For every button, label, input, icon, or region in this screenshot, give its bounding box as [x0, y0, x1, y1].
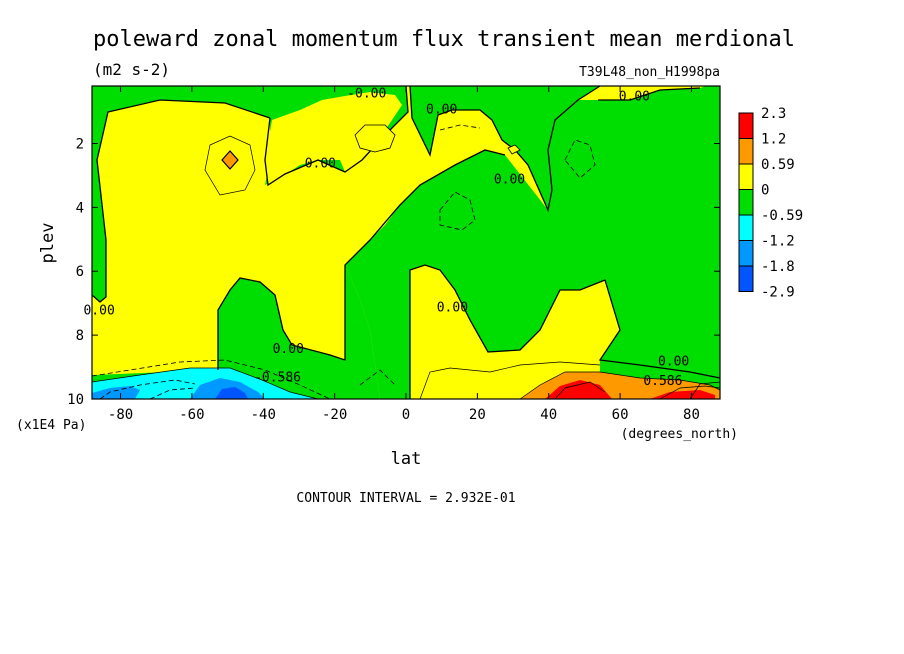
- contour-label: 0.00: [437, 300, 468, 315]
- colorbar-swatch: [738, 265, 754, 292]
- field-lightblue-2: [92, 386, 140, 399]
- colorbar-swatch: [738, 214, 754, 241]
- contour-label: 0.00: [494, 173, 525, 188]
- y-axis: 2 4 6 8 10: [67, 136, 720, 408]
- x-tick-label: 40: [540, 407, 557, 423]
- colorbar: 2.3 1.2 0.59 0 -0.59 -1.2 -1.8 -2.9: [738, 106, 803, 301]
- field-yellow-tongue: [410, 265, 620, 399]
- colorbar-swatch: [738, 189, 754, 216]
- field-red-2: [650, 390, 715, 399]
- contour-label: -0.00: [347, 86, 386, 101]
- field-blue: [215, 387, 248, 399]
- colorbar-label: 1.2: [761, 132, 786, 148]
- contour-label: 0.00: [305, 157, 336, 172]
- field-red: [545, 380, 612, 399]
- chart-units: (m2 s-2): [93, 60, 170, 79]
- contour-labels: 0.00 0.00 0.00 -0.586 -0.00 0.00 0.00 0.00 0.00 0…: [83, 86, 689, 388]
- contour-label: 0.586: [643, 374, 682, 389]
- y-axis-units: (x1E4 Pa): [16, 418, 86, 433]
- field-orange-island: [221, 150, 239, 170]
- x-tick-label: 80: [683, 407, 700, 423]
- x-axis-label: lat: [391, 449, 422, 469]
- contour-interval: CONTOUR INTERVAL = 2.932E-01: [296, 491, 515, 506]
- colorbar-label: 2.3: [761, 106, 786, 122]
- field-green-mideast: [345, 86, 720, 399]
- plot-area: 0.00 0.00 0.00 -0.586 -0.00 0.00 0.00 0.00 0.00 0…: [67, 85, 721, 423]
- contour-small-closed: [507, 144, 521, 155]
- contour-lines-thin: [91, 135, 721, 400]
- colorbar-swatch: [738, 112, 754, 139]
- colorbar-label: -1.8: [761, 259, 795, 275]
- colorbar-swatch: [738, 240, 754, 267]
- contour-label: 0.00: [619, 90, 650, 105]
- field-green-east: [410, 86, 600, 210]
- colorbar-swatch: [738, 138, 754, 165]
- y-tick-label: 4: [76, 200, 84, 216]
- x-axis-units: (degrees_north): [621, 427, 738, 442]
- colorbar-label: -0.59: [761, 208, 803, 224]
- colorbar-label: -2.9: [761, 285, 795, 301]
- chart-title: poleward zonal momentum flux transient m…: [93, 27, 795, 52]
- colorbar-swatch: [738, 163, 754, 190]
- y-tick-label: 8: [76, 328, 84, 344]
- contour-label: 0.00: [426, 102, 457, 117]
- y-tick-label: 10: [67, 392, 84, 408]
- x-tick-label: 20: [469, 407, 486, 423]
- contour-label: 0.00: [273, 342, 304, 357]
- contour-label: -0.586: [254, 371, 301, 386]
- field-green-southwest: [92, 265, 380, 399]
- contour-lines: [91, 85, 721, 399]
- y-axis-label: plev: [38, 223, 58, 264]
- contour-label: 0.00: [83, 304, 114, 319]
- y-tick-label: 6: [76, 264, 84, 280]
- colorbar-label: 0: [761, 183, 769, 199]
- dataset-label: T39L48_non_H1998pa: [579, 65, 720, 80]
- x-tick-label: 0: [402, 407, 410, 423]
- x-tick-label: -80: [108, 407, 133, 423]
- x-tick-label: -40: [251, 407, 276, 423]
- y-tick-label: 2: [76, 136, 84, 152]
- contour-white-shape: [354, 124, 396, 153]
- x-tick-label: -20: [322, 407, 347, 423]
- x-tick-label: -60: [179, 407, 204, 423]
- x-tick-label: 60: [612, 407, 629, 423]
- contour-lines-dashed: [91, 124, 596, 400]
- colorbar-label: -1.2: [761, 234, 795, 250]
- contour-label: 0.00: [658, 355, 689, 370]
- field-yellow-island: [265, 92, 402, 185]
- x-axis: -80 -60 -40 -20 0 20 40 60 80: [108, 86, 700, 423]
- colorbar-label: 0.59: [761, 157, 795, 173]
